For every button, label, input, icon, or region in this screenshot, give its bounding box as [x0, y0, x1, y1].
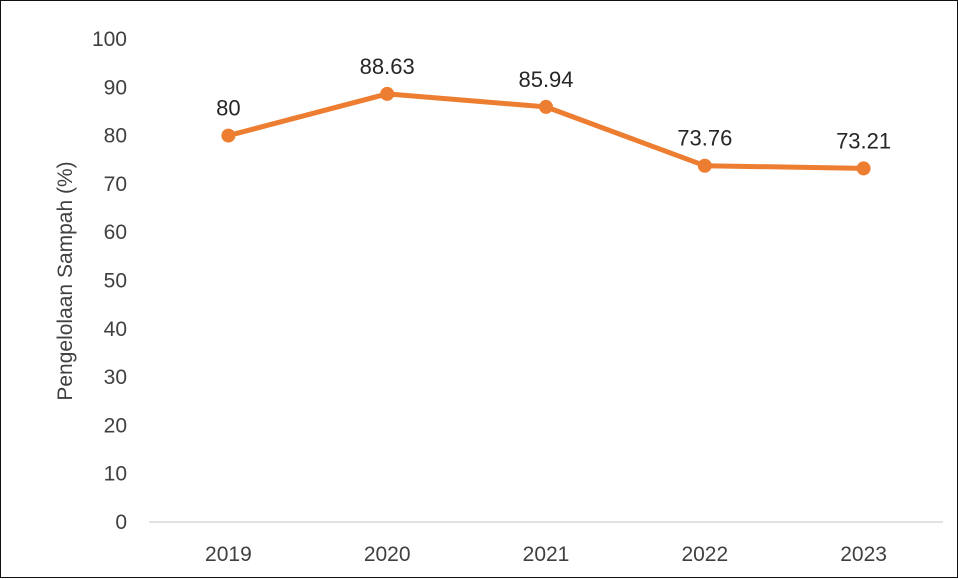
x-tick-label: 2020	[364, 543, 411, 566]
y-tick-label: 0	[115, 511, 127, 534]
y-axis-ticks: 0 10 20 30 40 50 60 70 80 90 100	[92, 28, 127, 534]
series-markers	[221, 86, 871, 176]
y-tick-label: 10	[104, 463, 127, 486]
data-point	[539, 99, 553, 114]
x-tick-label: 2023	[840, 543, 887, 566]
data-label: 73.76	[677, 126, 732, 151]
x-axis-ticks: 2019 2020 2021 2022 2023	[205, 543, 887, 566]
y-tick-label: 70	[104, 173, 127, 196]
y-tick-label: 90	[104, 76, 127, 99]
data-label: 73.21	[836, 128, 891, 153]
y-tick-label: 30	[104, 366, 127, 389]
data-label: 85.94	[518, 67, 573, 92]
data-point	[221, 128, 236, 143]
y-tick-label: 50	[104, 270, 127, 293]
data-label: 88.63	[360, 54, 415, 79]
y-tick-label: 20	[104, 414, 127, 437]
data-point	[856, 161, 871, 176]
y-tick-label: 80	[104, 125, 127, 148]
y-tick-label: 40	[104, 318, 127, 341]
x-tick-label: 2019	[205, 543, 252, 566]
data-label: 80	[216, 96, 240, 121]
y-axis-title: Pengelolaan Sampah (%)	[54, 161, 77, 400]
x-tick-label: 2022	[681, 543, 728, 566]
x-tick-label: 2021	[523, 543, 570, 566]
y-tick-label: 100	[92, 28, 127, 51]
data-point	[697, 158, 712, 173]
data-labels: 80 88.63 85.94 73.76 73.21	[216, 54, 891, 153]
y-tick-label: 60	[104, 221, 127, 244]
data-point	[380, 86, 395, 101]
